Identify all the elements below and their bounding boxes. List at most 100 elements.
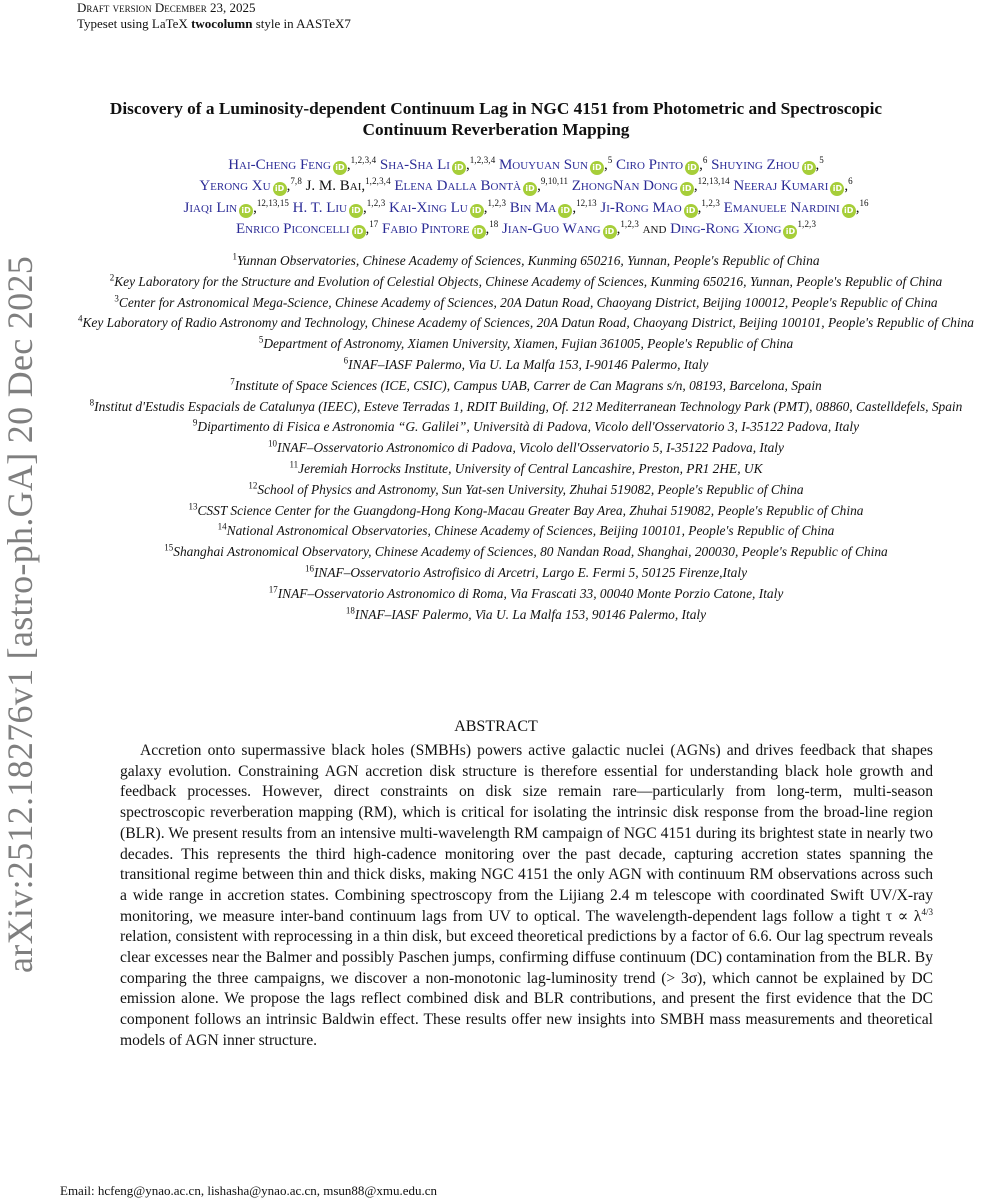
affiliation-marks: 5 — [819, 155, 824, 165]
author: Hai-Cheng Feng iD ,1, 2, 3, 4 — [228, 155, 377, 175]
affiliation: 13CSST Science Center for the Guangdong-… — [56, 501, 992, 522]
author-name[interactable]: Emanuele Nardini — [723, 199, 840, 216]
author: Enrico Piconcelli iD ,17 — [236, 218, 379, 239]
author-list: Hai-Cheng Feng iD ,1, 2, 3, 4 Sha-Sha Li iD… — [60, 155, 992, 240]
orcid-icon[interactable]: iD — [351, 224, 366, 239]
affiliation-text: INAF–Osservatorio Astronomico di Roma, V… — [277, 585, 784, 601]
running-header: Draft version December 23, 2025 Typeset … — [77, 0, 351, 32]
author-name[interactable]: Hai-Cheng Feng — [228, 157, 331, 173]
affiliation-marks: 12, 13 — [576, 197, 597, 208]
orcid-icon[interactable]: iD — [679, 182, 694, 197]
affiliation-text: National Astronomical Observatories, Chi… — [226, 523, 835, 539]
author: Shuying Zhou iD ,5 — [711, 155, 824, 175]
orcid-icon[interactable]: iD — [801, 161, 816, 175]
author: Ji-Rong Mao iD ,1, 2, 3 — [600, 197, 720, 218]
orcid-icon[interactable]: iD — [349, 203, 364, 218]
author: Emanuele Nardini iD ,16 — [723, 197, 869, 218]
affiliation-marks: 1, 2, 3, 4 — [365, 176, 391, 187]
author-name: J. M. Bai — [305, 178, 362, 195]
author: Jiaqi Lin iD ,12, 13, 15 — [183, 197, 289, 218]
affiliation-number: 7 — [230, 376, 235, 387]
affiliation: 18INAF–IASF Palermo, Via U. La Malfa 153… — [56, 605, 992, 626]
affiliation: 12School of Physics and Astronomy, Sun Y… — [56, 480, 992, 501]
affiliation-number: 8 — [89, 397, 95, 408]
author-name[interactable]: Enrico Piconcelli — [236, 220, 350, 237]
affiliation-number: 11 — [289, 459, 299, 470]
author-name[interactable]: Bin Ma — [509, 199, 557, 216]
affiliation-number: 13 — [188, 501, 198, 512]
orcid-icon[interactable]: iD — [239, 203, 254, 218]
orcid-icon[interactable]: iD — [272, 182, 287, 197]
affiliation-text: Institute of Space Sciences (ICE, CSIC),… — [234, 377, 822, 393]
affiliation: 10INAF–Osservatorio Astronomico di Padov… — [56, 438, 992, 459]
affiliation-marks: 12, 13, 14 — [697, 176, 730, 187]
affiliation-number: 16 — [304, 563, 314, 574]
latex-logo: LaTeX — [151, 16, 188, 31]
author-name[interactable]: Mouyuan Sun — [498, 157, 588, 173]
orcid-icon[interactable]: iD — [332, 161, 347, 175]
orcid-icon[interactable]: iD — [841, 203, 856, 218]
author-name[interactable]: Ji-Rong Mao — [600, 199, 682, 216]
affiliation: 5Department of Astronomy, Xiamen Univers… — [56, 334, 992, 355]
orcid-icon[interactable]: iD — [685, 161, 700, 175]
author: J. M. Bai,1, 2, 3, 4 — [305, 176, 391, 195]
affiliation-marks: 6 — [848, 176, 853, 187]
author-name[interactable]: Yerong Xu — [199, 178, 271, 195]
author: Jian-Guo Wang iD ,1, 2, 3 — [502, 218, 639, 239]
author-name[interactable]: H. T. Liu — [292, 199, 348, 216]
affiliation-text: Dipartimento di Fisica e Astronomia “G. … — [197, 419, 860, 435]
affiliation-text: Institut d'Estudis Espacials de Cataluny… — [94, 398, 963, 414]
affiliation-number: 10 — [268, 438, 278, 449]
affiliation-text: School of Physics and Astronomy, Sun Yat… — [257, 481, 804, 497]
author-name[interactable]: Jiaqi Lin — [183, 199, 238, 216]
author-name[interactable]: Neeraj Kumari — [733, 178, 829, 195]
affiliation-marks: 5 — [607, 155, 613, 165]
affiliation-number: 1 — [232, 251, 237, 262]
orcid-icon[interactable]: iD — [451, 161, 466, 175]
author: Fabio Pintore iD ,18 — [382, 218, 499, 239]
style-name: twocolumn — [191, 16, 253, 31]
author-name[interactable]: Elena Dalla Bontà — [394, 178, 522, 195]
orcid-icon[interactable]: iD — [602, 224, 617, 239]
affiliation-marks: 12, 13, 15 — [256, 197, 289, 208]
orcid-icon[interactable]: iD — [783, 224, 798, 239]
author-name[interactable]: Shuying Zhou — [711, 157, 800, 173]
author-name[interactable]: Fabio Pintore — [382, 220, 470, 237]
affiliation: 3Center for Astronomical Mega-Science, C… — [56, 293, 992, 314]
author-name[interactable]: ZhongNan Dong — [571, 178, 678, 195]
author: H. T. Liu iD ,1, 2, 3 — [292, 197, 386, 218]
author-name[interactable]: Ciro Pinto — [615, 157, 684, 173]
orcid-icon[interactable]: iD — [471, 224, 486, 239]
affiliation-number: 18 — [345, 605, 355, 616]
and-word: and — [642, 220, 667, 237]
author: Bin Ma iD ,12, 13 — [509, 197, 597, 218]
orcid-icon[interactable]: iD — [683, 203, 698, 218]
orcid-icon[interactable]: iD — [558, 203, 573, 218]
affiliation: 8Institut d'Estudis Espacials de Catalun… — [56, 397, 992, 418]
affiliation-marks: 1, 2, 3 — [487, 197, 506, 208]
affiliation: 9Dipartimento di Fisica e Astronomia “G.… — [56, 417, 992, 438]
affiliation-marks: 1, 2, 3 — [701, 197, 720, 208]
orcid-icon[interactable]: iD — [830, 182, 845, 197]
author: Ciro Pinto iD ,6 — [615, 155, 708, 175]
author: ZhongNan Dong iD ,12, 13, 14 — [571, 176, 730, 197]
affiliation-marks: 1, 2, 3 — [366, 197, 386, 208]
author-name[interactable]: Kai-Xing Lu — [389, 199, 468, 216]
affiliation: 1Yunnan Observatories, Chinese Academy o… — [56, 251, 992, 272]
author-name[interactable]: Ding-Rong Xiong — [670, 220, 782, 237]
affiliation-number: 3 — [114, 293, 119, 304]
affiliation-marks: 16 — [859, 197, 869, 208]
affiliation-text: INAF–IASF Palermo, Via U. La Malfa 153, … — [348, 356, 709, 372]
author-name[interactable]: Jian-Guo Wang — [502, 220, 601, 237]
author: Sha-Sha Li iD ,1, 2, 3, 4 — [379, 155, 496, 175]
orcid-icon[interactable]: iD — [469, 203, 484, 218]
affiliation: 15Shanghai Astronomical Observatory, Chi… — [56, 542, 992, 563]
affiliation: 14National Astronomical Observatories, C… — [56, 521, 992, 542]
affiliation-number: 5 — [258, 334, 264, 345]
author-name[interactable]: Sha-Sha Li — [379, 157, 450, 173]
arxiv-stamp: arXiv:2512.18276v1 [astro-ph.GA] 20 Dec … — [0, 255, 40, 973]
affiliation: 2Key Laboratory for the Structure and Ev… — [56, 272, 992, 293]
abstract-heading: ABSTRACT — [454, 718, 538, 735]
orcid-icon[interactable]: iD — [523, 182, 538, 197]
orcid-icon[interactable]: iD — [589, 161, 604, 175]
